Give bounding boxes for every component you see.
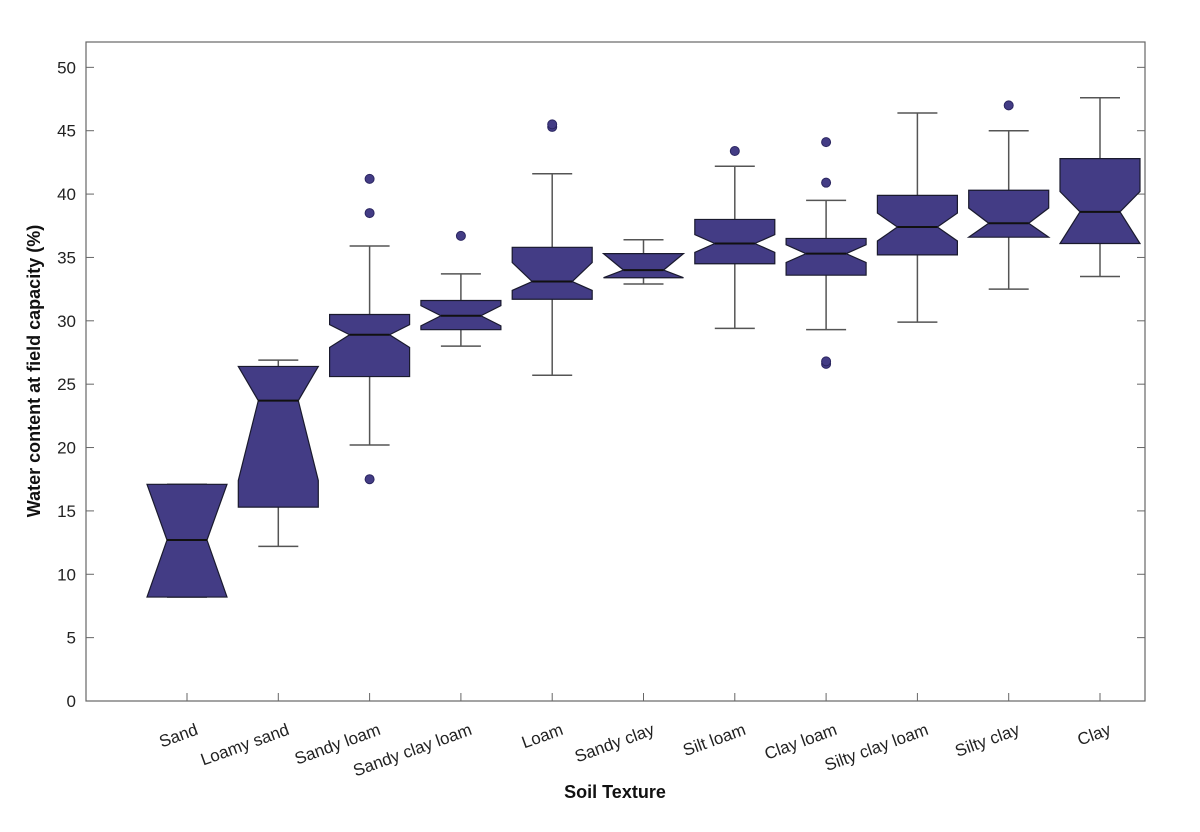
box-sandy-loam <box>329 173 411 485</box>
outlier-point <box>821 356 832 367</box>
box-clay <box>1058 97 1142 278</box>
box-sand <box>146 483 228 598</box>
x-tick-label: Clay <box>1075 720 1114 750</box>
y-tick-label: 35 <box>57 248 76 267</box>
box-sandy-clay-loam <box>420 230 502 347</box>
y-tick-label: 15 <box>57 502 76 521</box>
notched-box <box>237 365 320 508</box>
notched-box <box>694 218 776 265</box>
y-tick-label: 20 <box>57 439 76 458</box>
notched-box <box>1058 157 1142 245</box>
notched-box <box>329 313 411 378</box>
notched-box <box>876 194 959 256</box>
box-silty-clay-loam <box>876 112 959 323</box>
outlier-point <box>821 137 832 148</box>
box-silt-loam <box>694 145 776 330</box>
y-tick-label: 50 <box>57 58 76 77</box>
y-tick-label: 0 <box>67 692 76 711</box>
boxes <box>146 97 1142 598</box>
outlier-point <box>729 145 740 156</box>
notched-box <box>966 189 1051 238</box>
y-axis-label: Water content at field capacity (%) <box>24 225 44 517</box>
notched-box <box>785 237 867 276</box>
outlier-point <box>1003 100 1014 111</box>
x-tick-label: Loam <box>519 720 565 752</box>
x-tick-label: Sandy clay <box>572 720 657 766</box>
x-tick-label: Silty clay loam <box>822 720 931 775</box>
y-tick-label: 40 <box>57 185 76 204</box>
box-loam <box>511 119 593 377</box>
box-silty-clay <box>966 100 1051 290</box>
notched-box <box>511 246 593 300</box>
y-tick-label: 30 <box>57 312 76 331</box>
outlier-point <box>364 208 375 219</box>
plot-frame <box>85 41 1146 702</box>
outlier-point <box>455 230 466 241</box>
outlier-point <box>364 474 375 485</box>
outlier-point <box>364 173 375 184</box>
y-tick-label: 10 <box>57 565 76 584</box>
y-tick-label: 25 <box>57 375 76 394</box>
y-tick-label: 45 <box>57 122 76 141</box>
x-tick-label: Sand <box>157 720 201 751</box>
box-clay-loam <box>785 137 867 369</box>
x-tick-label: Silty clay <box>953 720 1023 761</box>
outlier-point <box>821 177 832 188</box>
notched-box <box>601 253 686 279</box>
x-axis-label: Soil Texture <box>564 782 666 802</box>
x-tick-label: Silt loam <box>680 720 748 760</box>
box-sandy-clay <box>601 238 686 285</box>
outlier-point <box>547 119 558 130</box>
box-loamy-sand <box>237 359 320 548</box>
x-tick-label: Loamy sand <box>198 720 292 770</box>
y-tick-label: 5 <box>67 629 76 648</box>
